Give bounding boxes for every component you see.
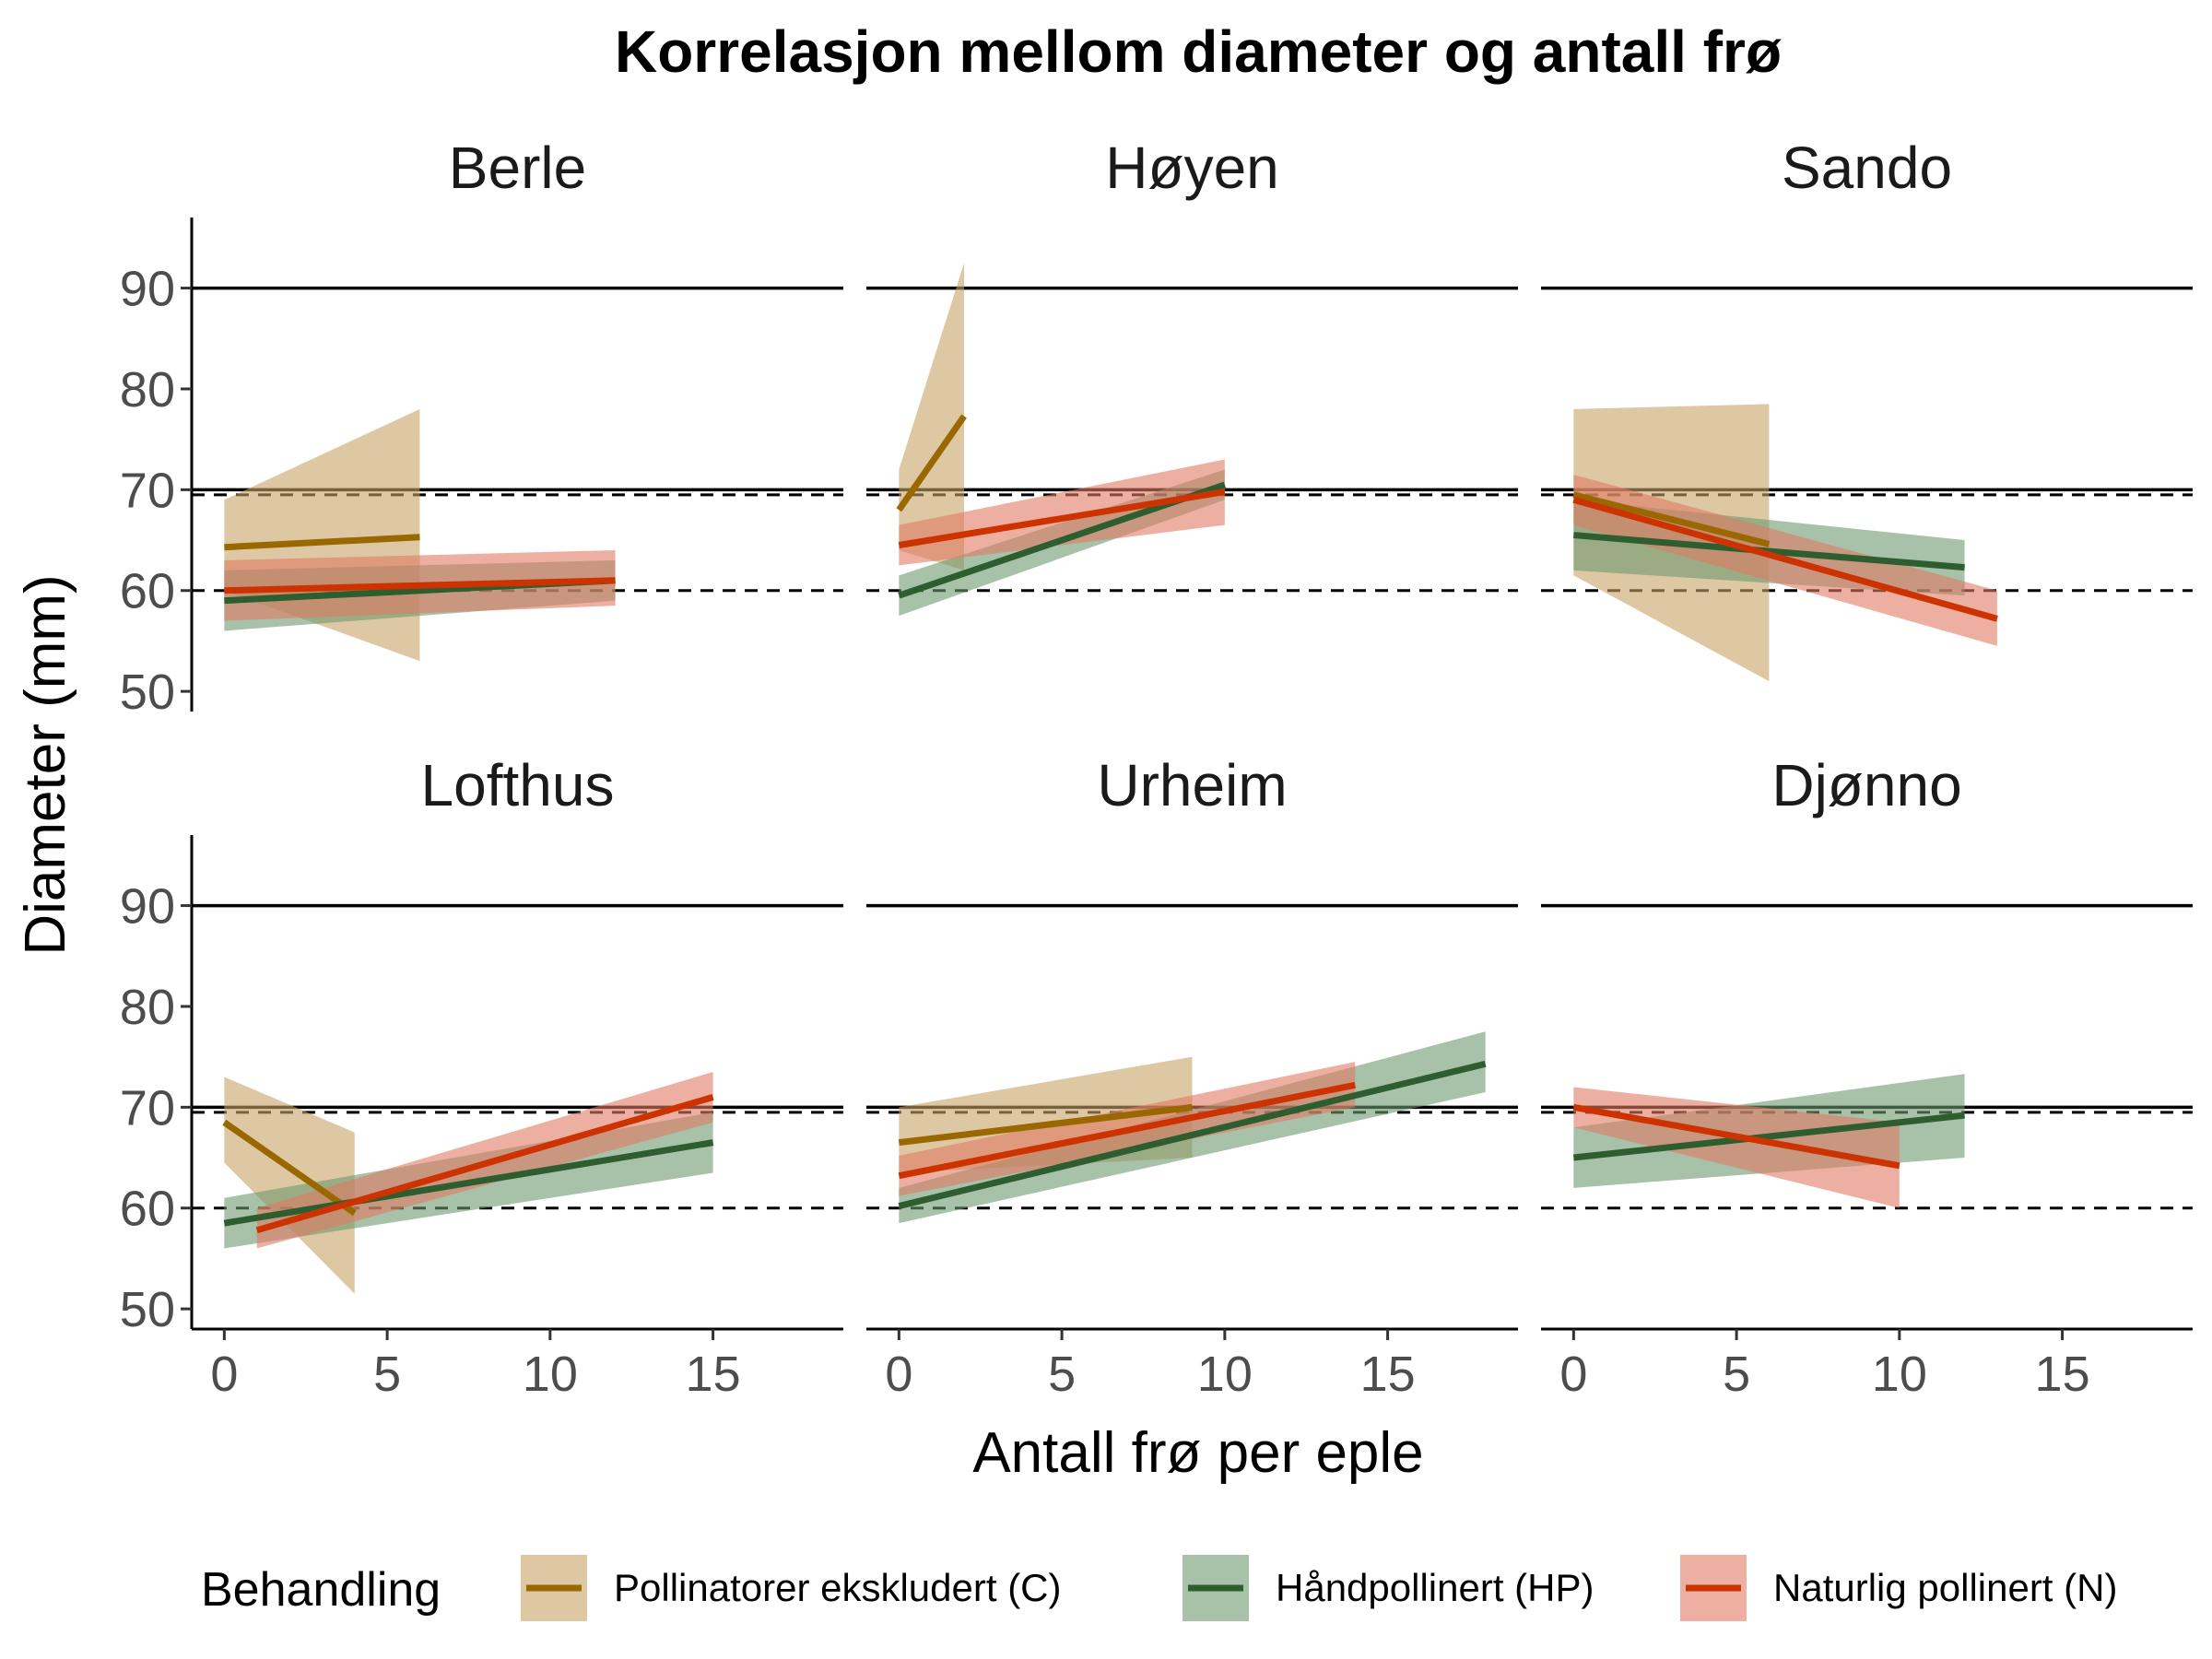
x-tick-label: 0 (210, 1347, 238, 1402)
trend-line-c (898, 1103, 1193, 1147)
x-tick-label: 5 (373, 1347, 401, 1402)
confidence-band-n (1573, 1087, 1900, 1208)
trend-line-c (224, 534, 420, 551)
trend-line-hp (1573, 532, 1965, 571)
legend: Behandling Pollinatorer ekskludert (C) Hå… (201, 1555, 2117, 1621)
panel-hoyen: Høyen (866, 135, 1518, 617)
y-tick-label: 70 (120, 463, 175, 518)
x-tick-label: 15 (1360, 1347, 1416, 1402)
x-tick-label: 5 (1048, 1347, 1076, 1402)
trend-line-n (898, 488, 1226, 548)
trend-line-hp (1572, 1112, 1965, 1161)
confidence-band-c (224, 1077, 355, 1294)
trend-line-n (224, 577, 616, 594)
trend-line-hp (223, 1139, 714, 1227)
trend-line-c (896, 414, 967, 512)
x-tick-label: 10 (1197, 1347, 1253, 1402)
panel-lofthus: Lofthus 50 60 70 80 90 0 5 10 15 (120, 752, 843, 1402)
trend-line-n (255, 1094, 714, 1234)
x-axis-title: Antall frø per eple (972, 1421, 1423, 1485)
legend-label: Naturlig pollinert (N) (1773, 1566, 2117, 1609)
y-tick-label: 50 (120, 1282, 175, 1337)
panel-sando: Sando (1541, 135, 2193, 682)
confidence-band-c (899, 263, 965, 571)
y-tick-label: 50 (120, 665, 175, 720)
x-tick-label: 15 (686, 1347, 741, 1402)
legend-label: Håndpollinert (HP) (1276, 1566, 1594, 1609)
panel-title-djonno: Djønno (1771, 752, 1961, 818)
panel-urheim: Urheim 0 5 10 15 (866, 752, 1518, 1402)
trend-line-n (1572, 496, 1998, 622)
y-tick-label: 90 (120, 262, 175, 317)
legend-item-c: Pollinatorer ekskludert (C) (521, 1555, 1062, 1621)
chart-title: Korrelasjon mellom diameter og antall fr… (615, 18, 1782, 85)
confidence-band-n (256, 1072, 713, 1249)
x-tick-label: 0 (885, 1347, 912, 1402)
panel-djonno: Djønno 0 5 10 15 (1541, 752, 2193, 1402)
panel-berle: Berle 50 60 70 80 90 (120, 135, 843, 720)
x-tick-label: 10 (1872, 1347, 1927, 1402)
confidence-band-n (899, 459, 1225, 566)
trend-line-n (898, 1081, 1356, 1180)
legend-item-hp: Håndpollinert (HP) (1182, 1555, 1594, 1621)
legend-item-n: Naturlig pollinert (N) (1680, 1555, 2117, 1621)
legend-label: Pollinatorer ekskludert (C) (614, 1566, 1062, 1609)
y-tick-label: 70 (120, 1080, 175, 1135)
panel-title-lofthus: Lofthus (421, 752, 615, 818)
x-tick-label: 10 (523, 1347, 578, 1402)
x-tick-label: 0 (1559, 1347, 1587, 1402)
trend-line-c (1572, 491, 1771, 547)
x-tick-label: 15 (2035, 1347, 2090, 1402)
y-tick-label: 80 (120, 362, 175, 418)
y-tick-label: 60 (120, 564, 175, 619)
trend-line-n (1572, 1103, 1900, 1170)
legend-title: Behandling (201, 1563, 441, 1617)
panel-title-berle: Berle (449, 135, 586, 201)
y-tick-label: 90 (120, 879, 175, 935)
x-tick-label: 5 (1723, 1347, 1750, 1402)
panel-title-sando: Sando (1782, 135, 1952, 201)
y-tick-label: 80 (120, 980, 175, 1035)
y-tick-label: 60 (120, 1182, 175, 1237)
trend-line-c (222, 1119, 357, 1217)
panel-title-hoyen: Høyen (1105, 135, 1279, 201)
panel-title-urheim: Urheim (1097, 752, 1287, 818)
trend-line-hp (898, 1060, 1487, 1209)
y-axis-title: Diameter (mm) (14, 574, 77, 955)
